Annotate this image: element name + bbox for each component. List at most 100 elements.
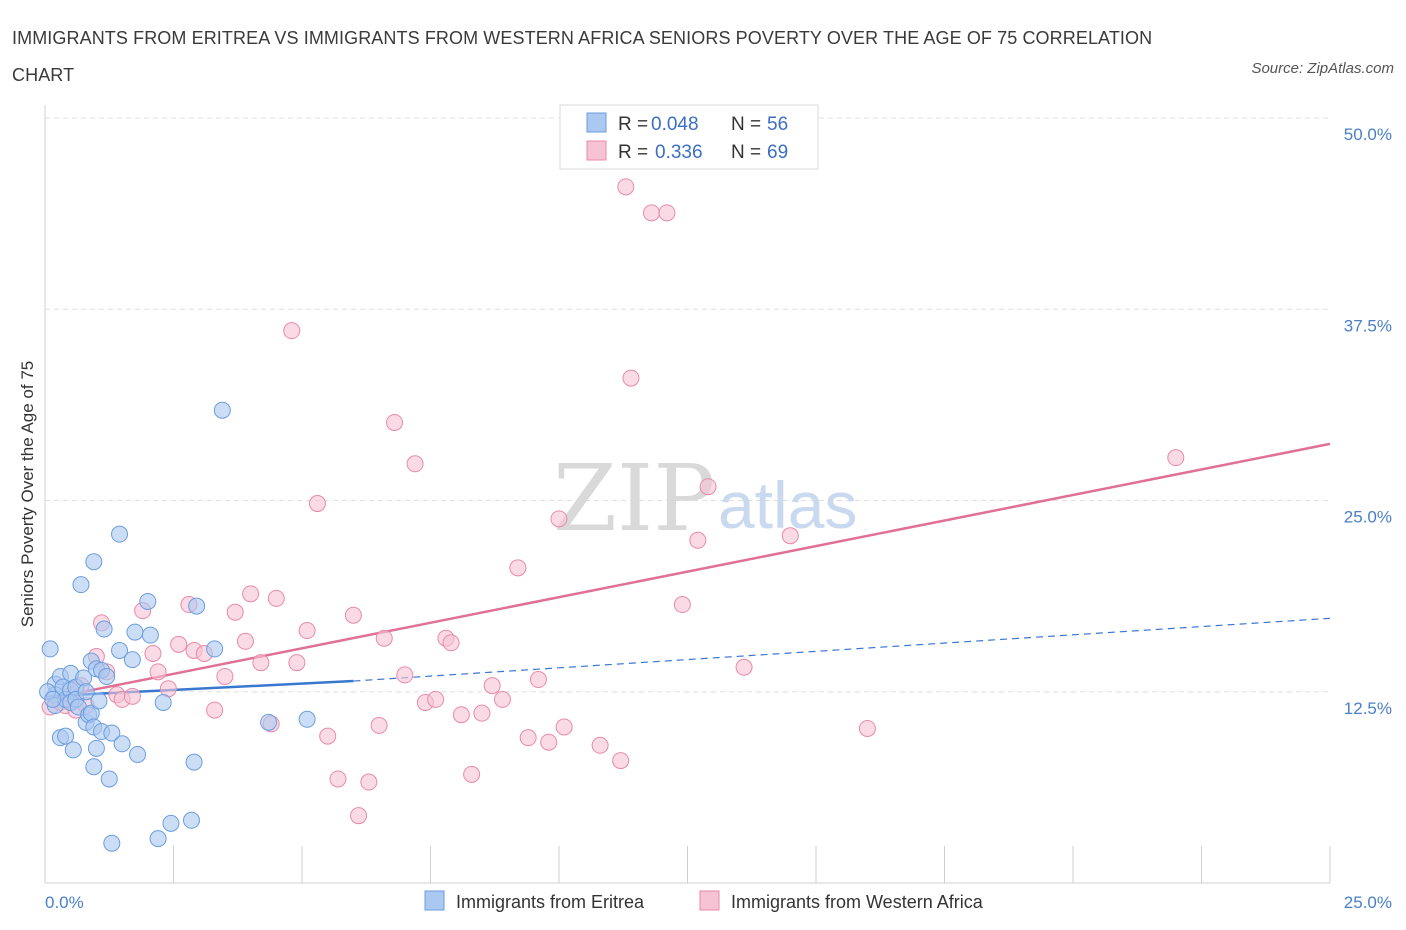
point-western-africa	[540, 733, 558, 751]
point-western-africa	[406, 455, 424, 473]
point-western-africa	[375, 629, 393, 647]
watermark: ZIP atlas	[553, 445, 857, 552]
point-western-africa	[319, 727, 337, 745]
point-western-africa	[617, 178, 635, 196]
y-tick-label: 12.5%	[1344, 699, 1392, 718]
point-western-africa	[1167, 449, 1185, 467]
point-western-africa	[591, 736, 609, 754]
point-western-africa	[396, 666, 414, 684]
point-eritrea	[141, 626, 159, 644]
point-eritrea	[44, 690, 62, 708]
point-eritrea	[103, 834, 121, 852]
point-western-africa	[643, 204, 661, 222]
y-axis-title: Seniors Poverty Over the Age of 75	[18, 361, 37, 627]
point-western-africa	[658, 204, 676, 222]
point-western-africa	[386, 413, 404, 431]
point-western-africa	[483, 677, 501, 695]
legend-swatch-eritrea	[586, 112, 607, 133]
point-western-africa	[673, 596, 691, 614]
point-eritrea	[126, 623, 144, 641]
point-eritrea	[298, 710, 316, 728]
point-eritrea	[111, 525, 129, 543]
point-western-africa	[370, 716, 388, 734]
point-eritrea	[129, 745, 147, 763]
point-western-africa	[463, 765, 481, 783]
point-western-africa	[781, 527, 799, 545]
point-western-africa	[360, 773, 378, 791]
point-western-africa	[735, 658, 753, 676]
y-tick-label: 25.0%	[1344, 508, 1392, 527]
point-western-africa	[509, 559, 527, 577]
point-western-africa	[283, 322, 301, 340]
point-western-africa	[267, 589, 285, 607]
point-western-africa	[216, 667, 234, 685]
bottom-legend-label-eritrea: Immigrants from Eritrea	[456, 892, 645, 912]
point-western-africa	[308, 495, 326, 513]
point-eritrea	[95, 620, 113, 638]
point-western-africa	[170, 635, 188, 653]
bottom-legend-label-western-africa: Immigrants from Western Africa	[731, 892, 984, 912]
x-tick-label: 25.0%	[1344, 893, 1392, 912]
point-western-africa	[473, 704, 491, 722]
legend-n-label-eritrea: N =	[731, 114, 761, 135]
point-western-africa	[858, 719, 876, 737]
point-western-africa	[519, 729, 537, 747]
point-western-africa	[344, 606, 362, 624]
legend-n-value-western-africa: 69	[767, 142, 788, 163]
point-western-africa	[298, 622, 316, 640]
point-western-africa	[144, 645, 162, 662]
point-western-africa	[329, 770, 347, 788]
point-western-africa	[689, 531, 707, 549]
legend-r-label-western-africa: R =	[618, 142, 648, 163]
point-eritrea	[85, 758, 103, 776]
point-eritrea	[90, 692, 108, 710]
point-eritrea	[123, 651, 141, 669]
axes	[44, 105, 1331, 884]
point-eritrea	[182, 811, 200, 829]
point-western-africa	[452, 706, 470, 724]
point-eritrea	[87, 739, 105, 757]
points-eritrea	[39, 401, 316, 852]
point-western-africa	[622, 369, 640, 387]
legend-r-value-eritrea: 0.048	[651, 114, 699, 135]
point-eritrea	[113, 735, 131, 753]
point-eritrea	[64, 741, 82, 759]
source-credit: Source: ZipAtlas.com	[1251, 60, 1394, 77]
watermark-zip: ZIP	[553, 445, 715, 552]
point-eritrea	[149, 830, 167, 848]
point-western-africa	[149, 663, 167, 681]
point-western-africa	[699, 478, 717, 496]
y-tick-label: 37.5%	[1344, 316, 1392, 335]
x-tick-label: 0.0%	[45, 893, 84, 912]
point-eritrea	[85, 553, 103, 571]
point-western-africa	[529, 671, 547, 689]
bottom-legend: Immigrants from Eritrea Immigrants from …	[424, 890, 984, 912]
point-western-africa	[206, 701, 224, 719]
point-eritrea	[103, 724, 121, 742]
point-western-africa	[242, 585, 260, 603]
point-western-africa	[612, 752, 630, 770]
y-tick-label: 50.0%	[1344, 125, 1392, 144]
point-eritrea	[77, 683, 95, 701]
legend-n-label-western-africa: N =	[731, 142, 761, 163]
chart-title: IMMIGRANTS FROM ERITREA VS IMMIGRANTS FR…	[12, 28, 1153, 85]
point-eritrea	[139, 592, 157, 610]
point-eritrea	[188, 597, 206, 615]
point-eritrea	[100, 770, 118, 788]
top-legend: R = 0.048 N = 56 R = 0.336 N = 69	[559, 104, 819, 170]
point-eritrea	[111, 641, 129, 659]
point-eritrea	[57, 727, 75, 745]
point-eritrea	[72, 576, 90, 594]
point-eritrea	[98, 667, 116, 685]
legend-n-value-eritrea: 56	[767, 114, 788, 135]
point-western-africa	[442, 634, 460, 652]
point-eritrea	[260, 713, 278, 731]
point-western-africa	[550, 510, 568, 528]
point-western-africa	[226, 603, 244, 621]
point-eritrea	[213, 401, 231, 419]
point-western-africa	[288, 654, 306, 672]
bottom-legend-swatch-eritrea	[424, 890, 445, 911]
point-western-africa	[350, 807, 368, 825]
tick-labels: 12.5% 25.0% 37.5% 50.0% 0.0% 25.0%	[45, 125, 1392, 912]
point-eritrea	[162, 814, 180, 832]
